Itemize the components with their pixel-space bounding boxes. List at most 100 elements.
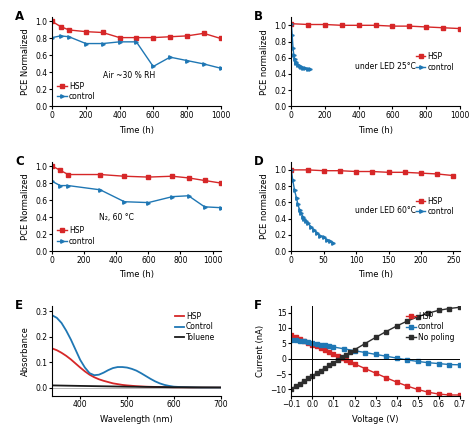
- HSP: [289, 21, 294, 26]
- control: [202, 204, 208, 209]
- Toluene: [124, 384, 130, 389]
- Text: N₂, 60 °C: N₂, 60 °C: [100, 212, 134, 221]
- control: [65, 183, 71, 188]
- Y-axis label: PCE Normalized: PCE Normalized: [20, 173, 29, 240]
- HSP: [418, 171, 424, 176]
- control: [318, 342, 324, 347]
- HSP: [322, 347, 328, 353]
- HSP: [49, 346, 55, 351]
- control: [290, 46, 296, 51]
- Control: [73, 347, 78, 352]
- control: [57, 183, 63, 188]
- control: [301, 339, 307, 344]
- No poling: [347, 350, 353, 355]
- No poling: [322, 366, 328, 371]
- control: [184, 58, 190, 63]
- HSP: [337, 168, 343, 173]
- HSP: [58, 24, 64, 29]
- control: [289, 33, 295, 38]
- HSP: [96, 377, 102, 382]
- HSP: [434, 172, 440, 177]
- HSP: [186, 175, 191, 181]
- control: [293, 61, 299, 66]
- control: [289, 337, 294, 342]
- HSP: [143, 384, 148, 389]
- control: [293, 59, 299, 64]
- control: [293, 338, 299, 343]
- Control: [101, 370, 107, 375]
- control: [298, 210, 304, 215]
- control: [330, 344, 336, 350]
- HSP: [171, 385, 177, 390]
- control: [305, 339, 311, 344]
- control: [447, 362, 452, 367]
- HSP: [66, 28, 72, 33]
- HSP: [362, 366, 368, 371]
- control: [49, 179, 55, 184]
- HSP: [119, 382, 125, 387]
- control: [300, 215, 306, 220]
- control: [117, 39, 122, 44]
- HSP: [105, 380, 111, 385]
- control: [310, 341, 315, 346]
- Line: HSP: HSP: [290, 168, 455, 177]
- control: [383, 353, 389, 359]
- HSP: [343, 357, 349, 362]
- control: [146, 200, 151, 205]
- HSP: [91, 375, 97, 380]
- HSP: [293, 334, 299, 339]
- HSP: [49, 19, 55, 24]
- HSP: [289, 332, 294, 337]
- control: [362, 350, 368, 355]
- HSP: [170, 174, 175, 179]
- control: [301, 216, 307, 221]
- Control: [171, 384, 177, 389]
- HSP: [289, 167, 294, 172]
- HSP: [436, 391, 442, 396]
- HSP: [49, 163, 55, 169]
- X-axis label: Wavelength (nm): Wavelength (nm): [100, 415, 173, 424]
- HSP: [383, 375, 389, 380]
- Control: [77, 357, 83, 362]
- No poling: [394, 323, 400, 329]
- control: [98, 187, 103, 192]
- No poling: [425, 310, 431, 316]
- Control: [87, 371, 92, 376]
- HSP: [450, 173, 456, 178]
- HSP: [406, 24, 412, 29]
- No poling: [327, 363, 332, 368]
- control: [327, 344, 332, 349]
- HSP: [369, 169, 375, 174]
- control: [321, 235, 327, 240]
- control: [297, 208, 302, 213]
- HSP: [415, 387, 420, 392]
- No poling: [297, 381, 302, 386]
- HSP: [134, 384, 139, 389]
- No poling: [335, 358, 340, 363]
- HSP: [423, 25, 429, 30]
- Legend: HSP, control: HSP, control: [415, 51, 456, 73]
- control: [341, 346, 347, 351]
- Text: E: E: [15, 299, 23, 312]
- HSP: [322, 22, 328, 27]
- Control: [96, 372, 102, 377]
- HSP: [115, 381, 120, 387]
- HSP: [150, 35, 156, 40]
- control: [303, 218, 309, 224]
- Toluene: [49, 383, 55, 388]
- HSP: [134, 35, 139, 40]
- Line: control: control: [50, 34, 222, 70]
- HSP: [314, 344, 319, 349]
- Control: [91, 373, 97, 378]
- HSP: [87, 372, 92, 377]
- control: [425, 360, 431, 365]
- Text: D: D: [254, 155, 264, 168]
- Control: [180, 384, 186, 390]
- Control: [138, 371, 144, 376]
- No poling: [289, 386, 294, 391]
- control: [373, 352, 378, 357]
- HSP: [152, 384, 158, 390]
- HSP: [98, 172, 103, 177]
- Control: [82, 365, 88, 370]
- HSP: [373, 371, 378, 376]
